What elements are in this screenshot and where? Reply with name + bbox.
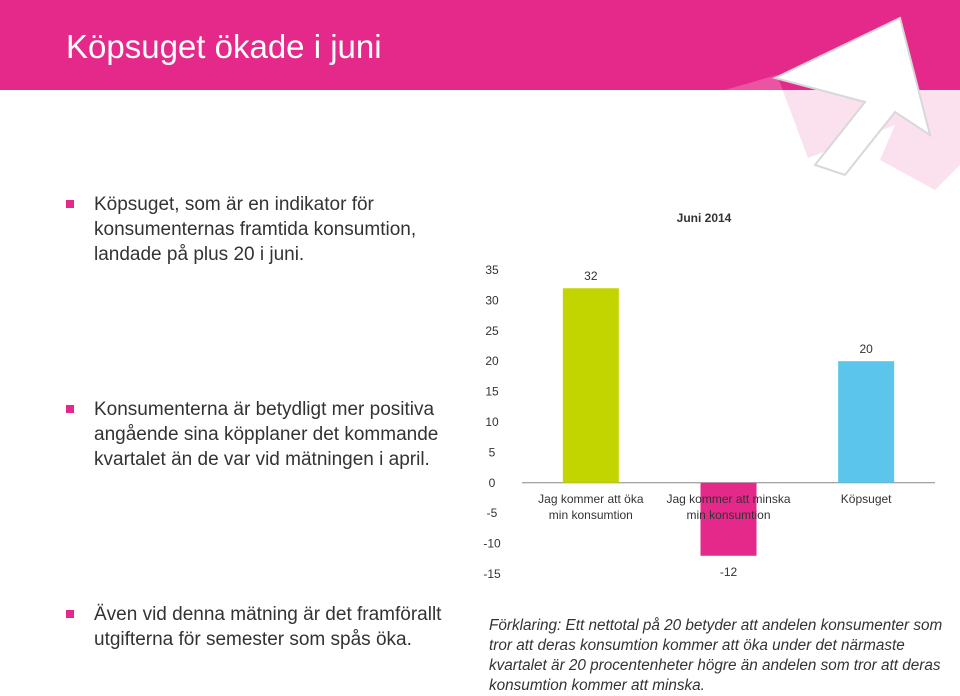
title-bar: Köpsuget ökade i juni [0,0,960,90]
data-label: 32 [584,269,598,283]
chart-title: Juni 2014 [677,211,732,225]
page-title: Köpsuget ökade i juni [66,28,382,65]
bar [562,288,619,483]
data-label: -12 [720,565,738,579]
y-tick-label: 25 [485,324,499,338]
y-tick-label: 30 [485,293,499,307]
bar [838,361,895,483]
y-tick-label: 15 [485,385,499,399]
bullet-text: Konsumenterna är betydligt mer positiva … [94,399,439,470]
bullet-marker [66,405,74,413]
category-label: Jag kommer att minska [666,492,790,506]
y-tick-label: 5 [489,445,496,459]
category-label: min konsumtion [549,508,633,522]
bullet-item: Köpsuget, som är en indikator för konsum… [66,192,466,267]
bullet-marker [66,610,74,618]
y-tick-label: -10 [483,537,501,551]
bar [700,482,757,556]
bullet-text: Även vid denna mätning är det framförall… [94,604,442,650]
bullet-item: Konsumenterna är betydligt mer positiva … [66,397,494,472]
y-tick-label: 35 [485,263,499,277]
explanation-note: Förklaring: Ett nettotal på 20 betyder a… [489,617,943,694]
data-label: 20 [859,342,873,356]
category-label: min konsumtion [686,508,770,522]
category-label: Jag kommer att öka [538,492,644,506]
y-tick-label: -15 [483,567,501,581]
y-tick-label: 0 [489,476,496,490]
bullet-marker [66,200,74,208]
bullet-list: Köpsuget, som är en indikator för konsum… [66,192,466,650]
y-tick-label: 10 [485,415,499,429]
bullet-item: Även vid denna mätning är det framförall… [66,602,494,652]
bullet-text: Köpsuget, som är en indikator för konsum… [94,194,417,265]
category-label: Köpsuget [841,492,892,506]
y-tick-label: -5 [487,506,498,520]
y-tick-label: 20 [485,354,499,368]
